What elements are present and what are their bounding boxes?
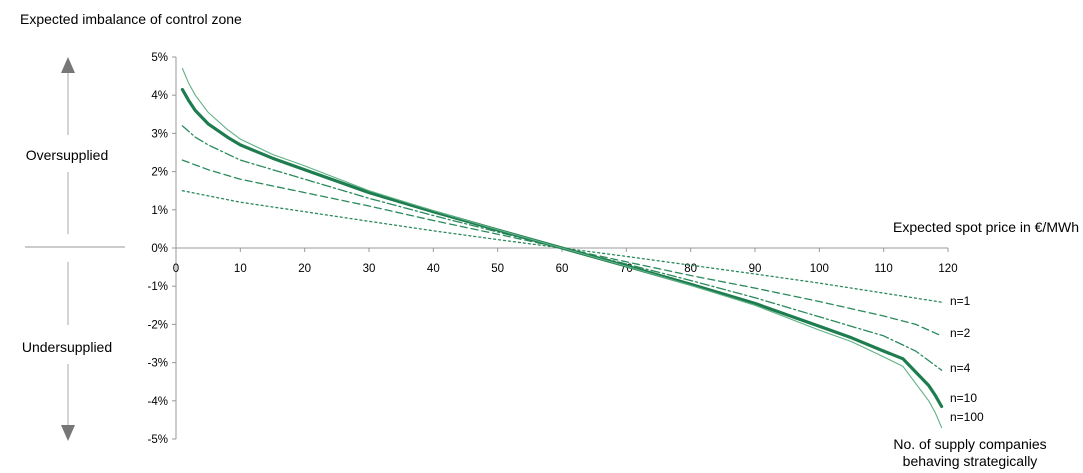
y-tick-label: 2%	[151, 167, 168, 179]
series-line-n-100	[181, 67, 943, 429]
series-labels: n=1 n=2 n=4 n=10 n=100	[950, 294, 984, 424]
series-lines	[180, 67, 944, 429]
x-tick-label: 50	[491, 263, 504, 275]
x-tick-label: 120	[938, 263, 957, 275]
x-tick-label: 100	[810, 263, 829, 275]
x-tick-label: 30	[363, 263, 376, 275]
series-label-n-100: n=100	[950, 410, 984, 424]
up-arrow-icon	[61, 57, 75, 73]
y-tick-label: -5%	[148, 434, 168, 446]
x-tick-label: 80	[684, 263, 697, 275]
series-label-n-1: n=1	[950, 294, 971, 308]
x-tick-label: 40	[427, 263, 440, 275]
y-tick-label: -1%	[148, 281, 168, 293]
x-tick-label: 60	[556, 263, 569, 275]
y-tick-label: 4%	[151, 90, 168, 102]
y-tick-label: -3%	[148, 358, 168, 370]
y-tick-label: -4%	[148, 396, 168, 408]
oversupplied-label: Oversupplied	[26, 147, 109, 163]
y-tick-label: -2%	[148, 319, 168, 331]
undersupplied-label: Undersupplied	[22, 339, 112, 355]
y-tick-label: 1%	[151, 205, 168, 217]
series-label-n-4: n=4	[950, 361, 971, 375]
chart-title: Expected imbalance of control zone	[20, 11, 242, 27]
x-tick-label: 10	[234, 263, 247, 275]
x-tick-label: 90	[749, 263, 762, 275]
x-tick-label: 20	[298, 263, 311, 275]
series-line-n-4	[181, 125, 943, 371]
legend-title: No. of supply companies behaving strategi…	[893, 436, 1046, 469]
y-tick-label: 5%	[151, 52, 168, 64]
x-axis-label: Expected spot price in €/MWh	[893, 219, 1079, 235]
y-tick-label: 0%	[151, 243, 168, 255]
x-tick-label: 110	[874, 263, 892, 275]
down-arrow-icon	[61, 425, 75, 441]
series-label-n-2: n=2	[950, 326, 971, 340]
axes: 5% 4% 3% 2% 1% 0% -1% -2% -3% -4% -5% 0 10 20 30 40 50 60…	[148, 52, 958, 446]
y-tick-label: 3%	[151, 128, 168, 140]
x-tick-label: 0	[173, 263, 179, 275]
series-label-n-10: n=10	[950, 391, 977, 405]
side-annotation: Oversupplied Undersupplied	[22, 57, 125, 441]
